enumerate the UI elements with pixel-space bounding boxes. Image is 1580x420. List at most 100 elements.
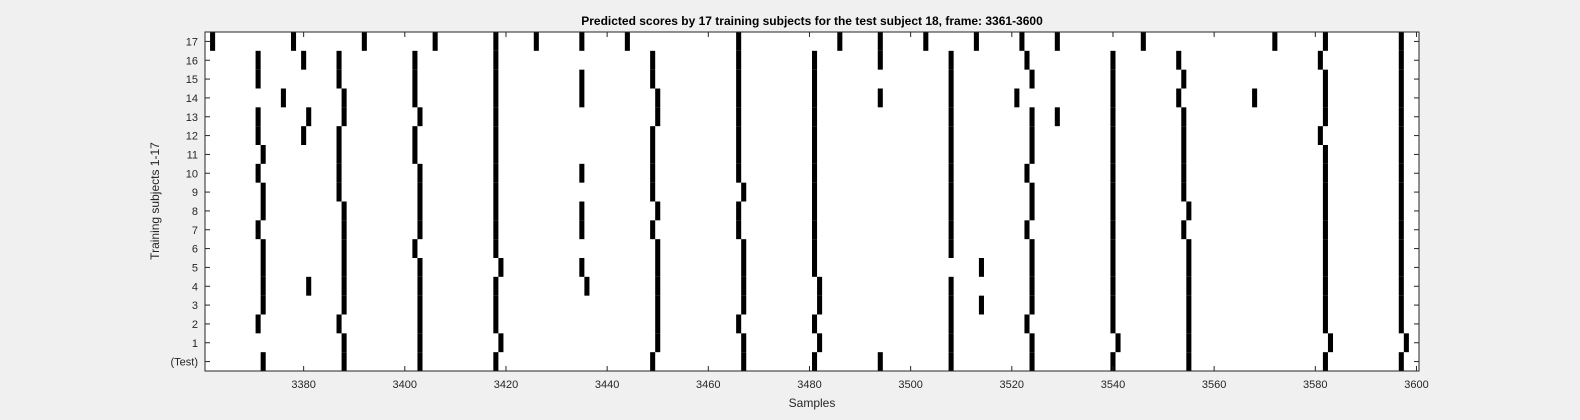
heatmap-cell: [877, 88, 883, 108]
heatmap-cell: [948, 163, 954, 183]
heatmap-cell: [736, 50, 742, 70]
heatmap-cell: [493, 50, 499, 70]
heatmap-cell: [493, 295, 499, 315]
x-tick-label: 3560: [1202, 379, 1226, 391]
heatmap-cell: [1322, 276, 1328, 296]
heatmap-cell: [280, 88, 286, 108]
heatmap-cell: [1176, 50, 1182, 70]
x-tick-label: 3460: [696, 379, 720, 391]
heatmap-cell: [655, 107, 661, 127]
heatmap-cell: [1110, 201, 1116, 221]
y-tick-label: 15: [186, 74, 198, 86]
heatmap-cell: [1398, 50, 1404, 70]
heatmap-cell: [1186, 314, 1192, 334]
heatmap-cell: [736, 88, 742, 108]
heatmap-cell: [432, 32, 438, 51]
heatmap-cell: [417, 314, 423, 334]
heatmap-cell: [736, 314, 742, 334]
heatmap-cell: [650, 69, 656, 89]
heatmap-cell: [493, 32, 499, 51]
heatmap-cell: [736, 163, 742, 183]
x-tick-label: 3440: [595, 379, 619, 391]
heatmap-cell: [1029, 295, 1035, 315]
heatmap-cell: [579, 258, 585, 277]
heatmap-cell: [260, 239, 266, 258]
plot-border: [204, 31, 1420, 372]
heatmap-cell: [493, 126, 499, 145]
heatmap-cell: [923, 32, 929, 51]
heatmap-cell: [1110, 126, 1116, 145]
heatmap-cell: [498, 333, 504, 353]
heatmap-cell: [817, 333, 823, 353]
heatmap-cell: [1110, 182, 1116, 202]
heatmap-cell: [812, 50, 818, 70]
heatmap-cell: [1181, 69, 1187, 89]
heatmap-cell: [948, 295, 954, 315]
heatmap-cell: [1403, 333, 1409, 353]
heatmap-cell: [1322, 163, 1328, 183]
heatmap-cell: [260, 182, 266, 202]
heatmap-cell: [1398, 295, 1404, 315]
heatmap-cell: [255, 220, 261, 240]
heatmap-cell: [412, 126, 418, 145]
heatmap-cell: [877, 352, 883, 371]
heatmap-cell: [417, 352, 423, 371]
heatmap-cell: [1054, 107, 1060, 127]
heatmap-cell: [341, 352, 347, 371]
x-tick-label: 3400: [393, 379, 417, 391]
heatmap-cell: [301, 126, 307, 145]
heatmap-cell: [1398, 201, 1404, 221]
heatmap-cell: [1110, 314, 1116, 334]
heatmap-cell: [1398, 145, 1404, 164]
heatmap-cell: [1110, 239, 1116, 258]
y-tick-label: 6: [192, 244, 198, 256]
heatmap-cell: [336, 163, 342, 183]
heatmap-cell: [1181, 163, 1187, 183]
heatmap-cell: [948, 352, 954, 371]
heatmap-cell: [1398, 182, 1404, 202]
heatmap-cell: [973, 32, 979, 51]
heatmap-cell: [1398, 69, 1404, 89]
heatmap-cell: [817, 295, 823, 315]
heatmap-cell: [417, 182, 423, 202]
heatmap-cell: [1186, 295, 1192, 315]
heatmap-cell: [306, 107, 312, 127]
heatmap-cell: [1181, 220, 1187, 240]
heatmap-cell: [260, 201, 266, 221]
heatmap-cell: [1110, 69, 1116, 89]
heatmap-cell: [1322, 295, 1328, 315]
heatmap-cell: [1181, 182, 1187, 202]
heatmap-cell: [493, 145, 499, 164]
y-tick-label: 11: [187, 149, 198, 161]
y-tick-label: 10: [186, 168, 198, 180]
y-tick-label: 9: [192, 187, 198, 199]
heatmap-cell: [1322, 32, 1328, 51]
heatmap-cell: [812, 88, 818, 108]
heatmap-cell: [1322, 69, 1328, 89]
heatmap-cell: [741, 295, 747, 315]
heatmap-cell: [579, 220, 585, 240]
x-tick-label: 3420: [494, 379, 518, 391]
heatmap-cell: [1272, 32, 1278, 51]
heatmap-cell: [1029, 145, 1035, 164]
heatmap-cell: [336, 314, 342, 334]
heatmap-cell: [1110, 88, 1116, 108]
y-tick-label: 8: [192, 206, 198, 218]
heatmap-cell: [255, 314, 261, 334]
heatmap-cell: [837, 32, 843, 51]
heatmap-cell: [1029, 333, 1035, 353]
heatmap-cell: [650, 163, 656, 183]
heatmap-cell: [1398, 107, 1404, 127]
x-tick-label: 3520: [1000, 379, 1024, 391]
heatmap-cell: [412, 50, 418, 70]
heatmap-cell: [1322, 182, 1328, 202]
heatmap-cell: [736, 107, 742, 127]
heatmap-cell: [255, 126, 261, 145]
heatmap-cell: [1398, 126, 1404, 145]
heatmap-cell: [650, 220, 656, 240]
y-tick-label: 3: [192, 300, 198, 312]
heatmap-cell: [1322, 220, 1328, 240]
heatmap-cell: [306, 276, 312, 296]
